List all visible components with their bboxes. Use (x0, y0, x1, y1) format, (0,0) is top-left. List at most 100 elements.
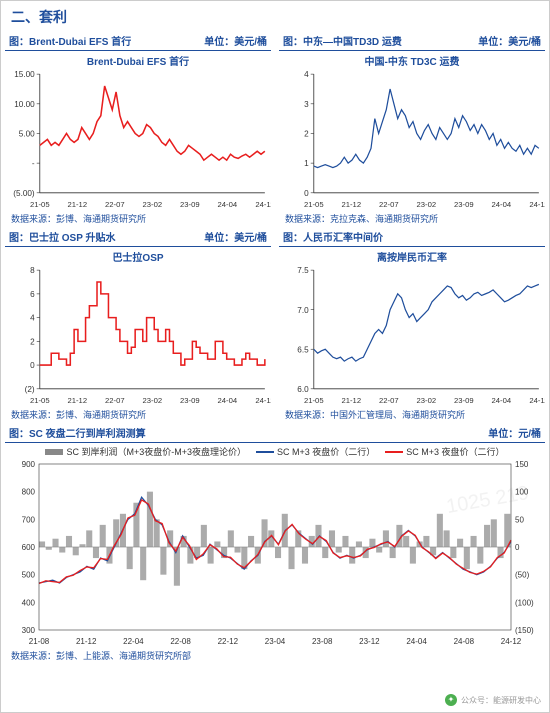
svg-text:1: 1 (304, 159, 309, 168)
footer-text: 公众号：能源研发中心 (461, 695, 541, 706)
svg-text:600: 600 (22, 543, 36, 552)
panel-header: 图：Brent-Dubai EFS 首行 单位：美元/桶 (5, 31, 271, 51)
header-left: 图：人民币汇率中间价 (283, 229, 383, 244)
legend-label: SC 到岸利润（M+3夜盘价-M+3夜盘理论价） (66, 445, 246, 458)
legend-item: SC M+3 夜盘价（二行） (256, 445, 375, 458)
chart-cny: 6.0 6.5 7.0 7.5 21-05 21-12 22-07 23-02 23-09 24-… (279, 264, 545, 407)
chart-td3c: 0123421-0521-1222-0723-0223-0924-0424-11 (279, 68, 545, 211)
svg-text:24-11: 24-11 (529, 396, 545, 405)
svg-text:22-07: 22-07 (379, 200, 399, 209)
svg-text:23-02: 23-02 (417, 200, 437, 209)
svg-text:0: 0 (304, 189, 309, 198)
chart-basra: (2)0246821-0521-1222-0723-0223-0924-0424… (5, 264, 271, 407)
svg-text:21-05: 21-05 (304, 200, 324, 209)
panel-sc-profit: 图：SC 夜盘二行到岸利润测算 单位：元/桶 SC 到岸利润（M+3夜盘价-M+… (1, 423, 549, 664)
svg-text:4: 4 (30, 314, 35, 323)
svg-text:24-04: 24-04 (406, 637, 427, 646)
svg-text:8: 8 (30, 266, 35, 275)
svg-text:4: 4 (304, 70, 309, 79)
svg-text:50: 50 (515, 516, 524, 525)
svg-text:0: 0 (515, 543, 520, 552)
svg-text:21-12: 21-12 (342, 200, 362, 209)
svg-text:24-11: 24-11 (255, 396, 271, 405)
footer-mark: ✦ 公众号：能源研发中心 (445, 694, 541, 706)
legend-label: SC M+3 夜盘价（二行） (406, 445, 504, 458)
legend-swatch (385, 451, 403, 453)
chart-title: Brent-Dubai EFS 首行 (5, 51, 271, 68)
legend: SC 到岸利润（M+3夜盘价-M+3夜盘理论价） SC M+3 夜盘价（二行） SC… (5, 443, 545, 458)
svg-text:6.5: 6.5 (297, 346, 309, 355)
svg-text:500: 500 (22, 571, 36, 580)
wechat-icon: ✦ (445, 694, 457, 706)
svg-text:23-02: 23-02 (143, 200, 163, 209)
section-title: 二、套利 (1, 1, 549, 31)
chart-brent-dubai: (5.00)-5.0010.0015.0021-0521-1222-0723-0… (5, 68, 271, 211)
svg-text:21-08: 21-08 (29, 637, 50, 646)
source: 数据来源：彭博、海通期货研究所 (5, 211, 271, 227)
legend-swatch (45, 449, 63, 455)
panel-td3c: 图：中东—中国TD3D 运费 单位：美元/桶 中国-中东 TD3C 运费 0 1 2… (275, 31, 549, 227)
svg-text:7.0: 7.0 (297, 306, 309, 315)
source: 数据来源：彭博、上能源、海通期货研究所部 (5, 648, 545, 664)
svg-text:700: 700 (22, 516, 36, 525)
svg-text:(50): (50) (515, 571, 530, 580)
svg-text:21-12: 21-12 (76, 637, 97, 646)
chart-title: 离按岸民币汇率 (279, 247, 545, 264)
svg-text:23-02: 23-02 (417, 396, 437, 405)
chart-title: 巴士拉OSP (5, 247, 271, 264)
svg-text:21-05: 21-05 (30, 200, 50, 209)
svg-text:22-07: 22-07 (379, 396, 399, 405)
svg-text:24-04: 24-04 (218, 200, 238, 209)
svg-text:23-09: 23-09 (454, 396, 474, 405)
svg-text:24-08: 24-08 (454, 637, 475, 646)
svg-text:23-12: 23-12 (359, 637, 380, 646)
svg-text:6.0: 6.0 (297, 385, 309, 394)
chart-title: 中国-中东 TD3C 运费 (279, 51, 545, 68)
legend-label: SC M+3 夜盘价（二行） (277, 445, 375, 458)
row-1: 图：Brent-Dubai EFS 首行 单位：美元/桶 Brent-Dubai… (1, 31, 549, 227)
svg-text:800: 800 (22, 488, 36, 497)
header-left: 图：SC 夜盘二行到岸利润测算 (9, 425, 146, 440)
svg-text:23-08: 23-08 (312, 637, 333, 646)
svg-text:10.00: 10.00 (14, 100, 35, 109)
svg-text:5.00: 5.00 (19, 130, 35, 139)
header-left: 图：巴士拉 OSP 升贴水 (9, 229, 116, 244)
svg-text:24-11: 24-11 (529, 200, 545, 209)
svg-text:15.00: 15.00 (14, 70, 35, 79)
svg-text:23-04: 23-04 (265, 637, 286, 646)
panel-header: 图：人民币汇率中间价 (279, 227, 545, 247)
svg-text:23-09: 23-09 (180, 396, 200, 405)
svg-text:(5.00): (5.00) (13, 189, 35, 198)
svg-text:900: 900 (22, 460, 36, 469)
svg-text:(150): (150) (515, 626, 534, 635)
svg-text:-: - (32, 159, 35, 168)
svg-text:22-08: 22-08 (170, 637, 191, 646)
svg-text:2: 2 (304, 130, 309, 139)
svg-text:21-05: 21-05 (30, 396, 50, 405)
source: 数据来源：克拉克森、海通期货研究所 (279, 211, 545, 227)
svg-text:24-04: 24-04 (218, 396, 238, 405)
svg-text:(100): (100) (515, 599, 534, 608)
svg-text:2: 2 (30, 338, 35, 347)
svg-text:400: 400 (22, 599, 36, 608)
svg-text:300: 300 (22, 626, 36, 635)
header-right: 单位：元/桶 (488, 425, 541, 440)
header-left: 图：Brent-Dubai EFS 首行 (9, 33, 131, 48)
svg-text:(2): (2) (25, 385, 35, 394)
svg-text:24-12: 24-12 (501, 637, 522, 646)
source: 数据来源：中国外汇管理局、海通期货研究所 (279, 407, 545, 423)
panel-basra: 图：巴士拉 OSP 升贴水 单位：美元/桶 巴士拉OSP (2)0246821-… (1, 227, 275, 423)
svg-text:23-02: 23-02 (143, 396, 163, 405)
header-left: 图：中东—中国TD3D 运费 (283, 33, 402, 48)
svg-text:0: 0 (30, 361, 35, 370)
svg-text:3: 3 (304, 100, 309, 109)
legend-item: SC M+3 夜盘价（二行） (385, 445, 504, 458)
legend-item: SC 到岸利润（M+3夜盘价-M+3夜盘理论价） (45, 445, 246, 458)
svg-text:100: 100 (515, 488, 529, 497)
panel-header: 图：中东—中国TD3D 运费 单位：美元/桶 (279, 31, 545, 51)
svg-text:21-12: 21-12 (342, 396, 362, 405)
svg-text:23-09: 23-09 (454, 200, 474, 209)
svg-text:150: 150 (515, 460, 529, 469)
svg-text:21-05: 21-05 (304, 396, 324, 405)
svg-text:7.5: 7.5 (297, 266, 309, 275)
